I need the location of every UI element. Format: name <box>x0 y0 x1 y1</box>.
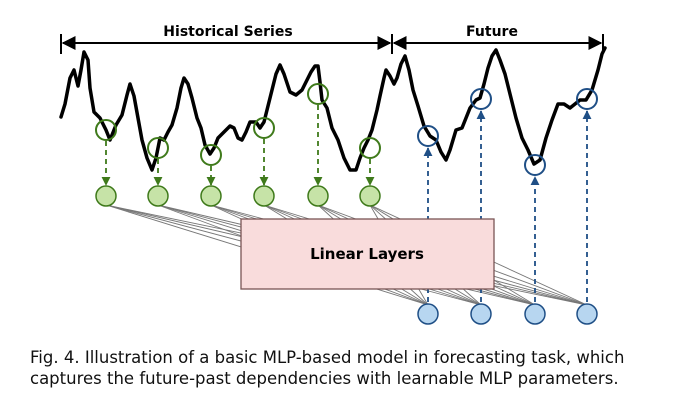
future-output-node <box>524 303 546 325</box>
history-input-node <box>253 185 275 207</box>
caption-line-2: captures the future-past dependencies wi… <box>30 369 619 388</box>
future-output-node <box>470 303 492 325</box>
history-input-node <box>147 185 169 207</box>
history-input-node <box>359 185 381 207</box>
historical-span-bracket <box>60 34 393 54</box>
history-input-node <box>307 185 329 207</box>
caption-line-1: Fig. 4. Illustration of a basic MLP-base… <box>30 348 625 367</box>
future-output-node <box>417 303 439 325</box>
linear-layers-box: Linear Layers <box>240 218 495 290</box>
future-sample-markers <box>417 88 598 176</box>
figure-caption: Fig. 4. Illustration of a basic MLP-base… <box>30 347 680 389</box>
mlp-forecasting-diagram: Historical Series Future <box>59 22 607 325</box>
history-input-node <box>200 185 222 207</box>
future-output-nodes <box>417 303 598 325</box>
time-series-curve <box>59 46 607 172</box>
future-output-node <box>576 303 598 325</box>
future-label: Future <box>466 24 518 40</box>
linear-layers-label: Linear Layers <box>310 245 424 263</box>
history-sample-markers <box>95 83 381 166</box>
historical-series-label: Historical Series <box>163 24 292 40</box>
history-sample-arrows <box>101 105 375 186</box>
history-input-nodes <box>95 185 381 207</box>
history-input-node <box>95 185 117 207</box>
